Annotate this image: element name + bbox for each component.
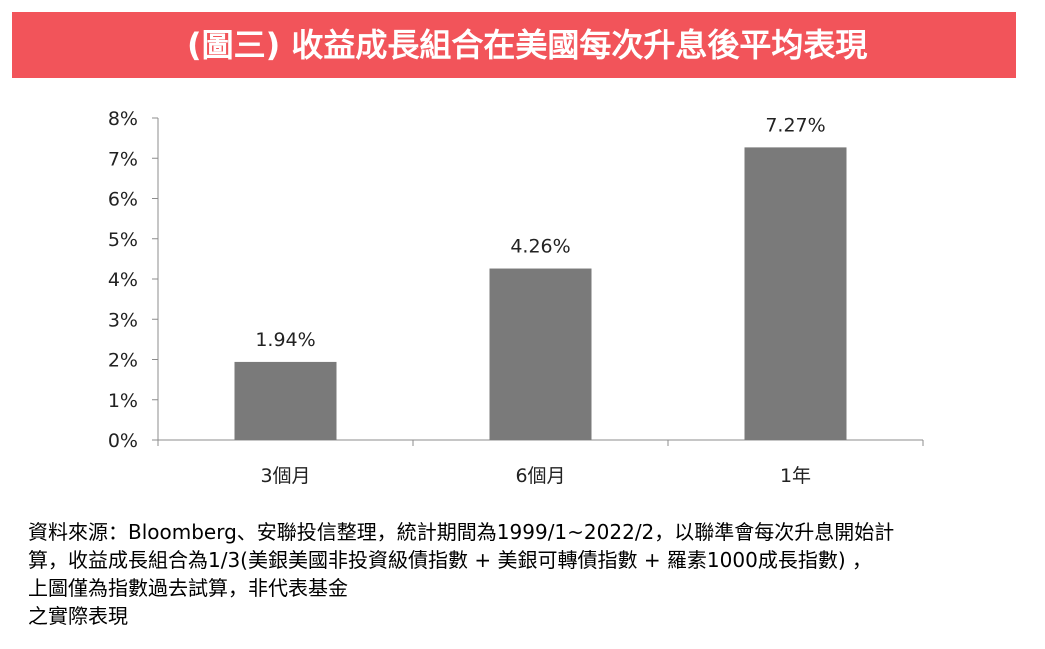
footnote-line: 資料來源：Bloomberg、安聯投信整理，統計期間為1999/1~2022/2… xyxy=(28,520,895,544)
title-banner: (圖三) 收益成長組合在美國每次升息後平均表現 xyxy=(12,12,1016,78)
footnote-line: 之實際表現 xyxy=(28,604,128,628)
y-tick-label: 6% xyxy=(108,189,138,211)
y-tick-label: 3% xyxy=(108,309,138,331)
bar-chart: 0% 1% 2% 3% 4% 5% 6% 7% 8% 1.94% 3個月 4.26% 6個月 7.27% 1… xyxy=(108,108,924,487)
data-label: 1.94% xyxy=(255,329,315,351)
chart-title: (圖三) 收益成長組合在美國每次升息後平均表現 xyxy=(187,26,868,64)
y-tick-label: 4% xyxy=(108,269,138,291)
x-tick-label: 1年 xyxy=(780,465,811,487)
bar xyxy=(744,147,847,440)
footnote-line: 上圖僅為指數過去試算，非代表基金 xyxy=(28,576,348,600)
x-tick-label: 3個月 xyxy=(260,465,310,487)
y-tick-label: 8% xyxy=(108,108,138,130)
bar xyxy=(234,361,337,440)
footnote: 資料來源：Bloomberg、安聯投信整理，統計期間為1999/1~2022/2… xyxy=(28,518,1038,630)
y-tick-label: 5% xyxy=(108,229,138,251)
footnote-line: 算，收益成長組合為1/3(美銀美國非投資級債指數 + 美銀可轉債指數 + 羅素1… xyxy=(28,548,872,572)
data-label: 7.27% xyxy=(765,114,825,136)
y-tick-label: 1% xyxy=(108,390,138,412)
y-tick-label: 0% xyxy=(108,430,138,452)
y-tick-label: 7% xyxy=(108,148,138,170)
bar xyxy=(489,268,592,440)
x-tick-label: 6個月 xyxy=(515,465,565,487)
y-tick-label: 2% xyxy=(108,350,138,372)
data-label: 4.26% xyxy=(510,236,570,258)
